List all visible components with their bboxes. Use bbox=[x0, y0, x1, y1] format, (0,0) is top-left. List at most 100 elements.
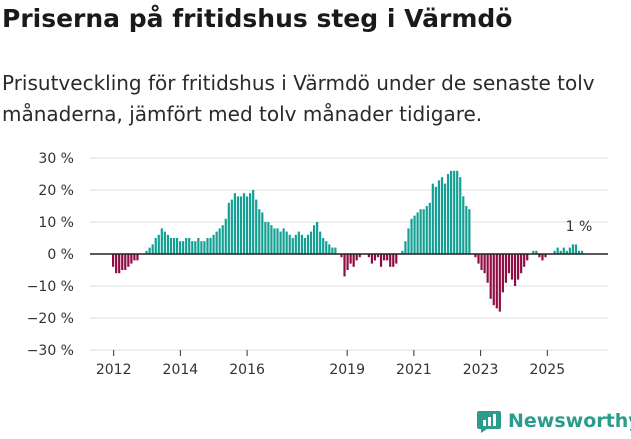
bar bbox=[172, 238, 176, 254]
bar bbox=[261, 212, 264, 254]
bar bbox=[443, 183, 447, 254]
bar bbox=[288, 234, 291, 254]
bar bbox=[480, 254, 483, 270]
bar bbox=[127, 254, 130, 267]
bar bbox=[182, 241, 185, 254]
bar bbox=[437, 180, 441, 254]
newsworthy-logo-text: Newsworthy bbox=[508, 410, 631, 432]
bar bbox=[163, 231, 166, 254]
bar bbox=[178, 241, 182, 254]
x-tick-label: 2019 bbox=[329, 362, 365, 378]
bar bbox=[395, 254, 398, 264]
bar bbox=[428, 202, 431, 254]
bar bbox=[477, 254, 480, 264]
bar bbox=[319, 231, 322, 254]
bar bbox=[520, 254, 523, 274]
bar bbox=[376, 254, 380, 258]
bar bbox=[270, 225, 273, 254]
bar bbox=[367, 254, 370, 258]
bar bbox=[483, 254, 486, 274]
bar bbox=[392, 254, 395, 267]
bar bbox=[218, 228, 221, 254]
bar bbox=[440, 177, 444, 254]
y-axis-ticks: 30 % 20 % 10 % 0 % −10 % −20 % −30 % bbox=[27, 151, 74, 359]
bar bbox=[264, 222, 267, 254]
bar bbox=[157, 234, 160, 254]
bar bbox=[245, 196, 249, 254]
bar bbox=[200, 241, 203, 254]
y-tick-label: 20 % bbox=[38, 183, 74, 199]
bar bbox=[133, 254, 136, 261]
bar bbox=[115, 254, 118, 274]
y-tick-label: 0 % bbox=[47, 247, 74, 263]
bar bbox=[544, 254, 547, 258]
bar bbox=[130, 254, 133, 264]
bar bbox=[209, 238, 212, 254]
bar bbox=[331, 247, 334, 254]
bar bbox=[230, 199, 233, 254]
bar bbox=[541, 254, 544, 261]
bar bbox=[373, 254, 377, 261]
bar bbox=[249, 193, 252, 254]
bar bbox=[580, 250, 584, 254]
bar-chart: 30 %20 %10 %0 %−10 %−20 %−30 % 2012 2014 2… bbox=[27, 151, 608, 378]
bar bbox=[312, 225, 316, 254]
bar bbox=[523, 254, 526, 267]
bar bbox=[358, 254, 361, 258]
bar bbox=[498, 254, 501, 312]
bar bbox=[309, 231, 313, 254]
bar bbox=[194, 241, 197, 254]
newsworthy-logo[interactable]: Newsworthy bbox=[476, 408, 631, 434]
bar bbox=[300, 234, 303, 254]
y-tick-label: 10 % bbox=[38, 215, 74, 231]
bar bbox=[349, 254, 352, 264]
y-tick-label: −20 % bbox=[27, 311, 74, 327]
bar bbox=[495, 254, 498, 309]
x-tick-label: 2025 bbox=[529, 362, 565, 378]
bar bbox=[121, 254, 124, 270]
bar bbox=[255, 199, 258, 254]
last-value-label: 1 % bbox=[566, 219, 593, 235]
bar bbox=[517, 254, 520, 280]
bar bbox=[504, 254, 508, 283]
chart-subtitle: Prisutveckling för fritidshus i Värmdö u… bbox=[2, 71, 595, 126]
bar bbox=[221, 225, 224, 254]
bar bbox=[410, 218, 413, 254]
bar bbox=[383, 254, 386, 261]
bar bbox=[425, 206, 428, 254]
x-tick-label: 2012 bbox=[96, 362, 132, 378]
bar bbox=[316, 222, 319, 254]
bar bbox=[297, 231, 300, 254]
bar bbox=[453, 170, 456, 254]
bar bbox=[136, 254, 139, 261]
bar bbox=[169, 238, 173, 254]
bar bbox=[258, 209, 261, 254]
bar bbox=[188, 238, 191, 254]
bar bbox=[124, 254, 127, 270]
bar bbox=[379, 254, 383, 267]
bar bbox=[422, 209, 425, 254]
bar bbox=[456, 170, 459, 254]
bar bbox=[492, 254, 495, 306]
bar bbox=[197, 238, 200, 254]
bar bbox=[236, 196, 240, 254]
bar bbox=[282, 228, 285, 254]
bar bbox=[389, 254, 392, 267]
bar bbox=[273, 228, 276, 254]
bar bbox=[556, 247, 559, 254]
bar bbox=[489, 254, 492, 299]
bar bbox=[166, 234, 169, 254]
bar bbox=[291, 238, 294, 254]
bar bbox=[468, 209, 471, 254]
bar bbox=[242, 193, 246, 254]
bar bbox=[526, 254, 529, 261]
bar bbox=[252, 190, 255, 254]
y-tick-label: −30 % bbox=[27, 343, 74, 359]
y-tick-label: −10 % bbox=[27, 279, 74, 295]
bar bbox=[462, 196, 465, 254]
bar bbox=[446, 174, 450, 254]
bar bbox=[465, 206, 468, 254]
bar bbox=[285, 231, 288, 254]
bar bbox=[148, 247, 151, 254]
bar bbox=[559, 250, 562, 254]
